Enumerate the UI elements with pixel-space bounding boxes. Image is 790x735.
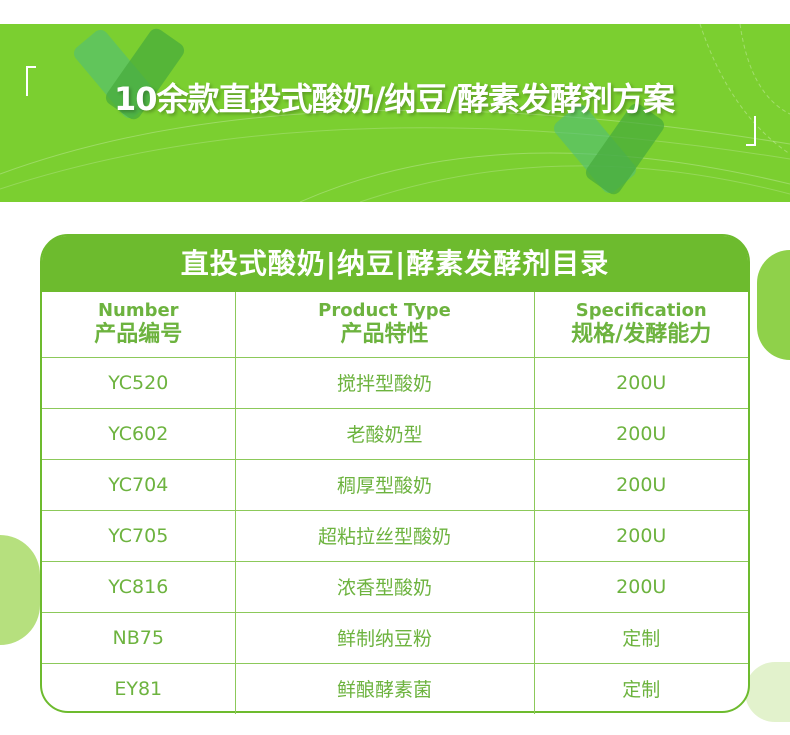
header-row: Number 产品编号 Product Type 产品特性 Specificatio… — [42, 292, 748, 358]
table-row: YC816 浓香型酸奶 200U — [42, 560, 748, 613]
banner-title: 10余款直投式酸奶/纳豆/酵素发酵剂方案 — [114, 80, 675, 118]
cell-number: YC602 — [42, 407, 236, 460]
catalog-title: 直投式酸奶|纳豆|酵素发酵剂目录 — [42, 236, 748, 292]
cell-number: YC705 — [42, 509, 236, 562]
catalog-table: 直投式酸奶|纳豆|酵素发酵剂目录 Number 产品编号 Product Type… — [40, 234, 750, 714]
cell-type: 鲜酿酵素菌 — [234, 662, 535, 714]
decor-circle — [757, 250, 790, 360]
cell-type: 鲜制纳豆粉 — [234, 611, 535, 664]
cell-spec: 200U — [533, 458, 748, 511]
table-row: NB75 鲜制纳豆粉 定制 — [42, 611, 748, 664]
cell-number: YC520 — [42, 357, 236, 409]
cell-type: 超粘拉丝型酸奶 — [234, 509, 535, 562]
cell-number: EY81 — [42, 662, 236, 714]
banner — [0, 24, 790, 202]
cell-spec: 200U — [533, 357, 748, 409]
cell-number: YC704 — [42, 458, 236, 511]
cell-spec: 200U — [533, 407, 748, 460]
cell-spec: 定制 — [533, 611, 748, 664]
table-row: YC704 稠厚型酸奶 200U — [42, 458, 748, 511]
cell-spec: 200U — [533, 560, 748, 613]
table-row: YC705 超粘拉丝型酸奶 200U — [42, 509, 748, 562]
header-cn: 产品编号 — [94, 321, 183, 347]
header-spec: Specification 规格/发酵能力 — [533, 292, 748, 358]
close-bracket — [746, 116, 756, 146]
cell-type: 老酸奶型 — [234, 407, 535, 460]
cell-type: 浓香型酸奶 — [234, 560, 535, 613]
cell-number: YC816 — [42, 560, 236, 613]
header-number: Number 产品编号 — [42, 292, 236, 358]
table-row: YC602 老酸奶型 200U — [42, 407, 748, 460]
header-en: Specification — [575, 300, 707, 322]
decor-circle — [745, 662, 790, 722]
cell-type: 搅拌型酸奶 — [234, 357, 535, 409]
decor-circle — [0, 535, 40, 645]
header-type: Product Type 产品特性 — [234, 292, 535, 358]
header-cn: 规格/发酵能力 — [571, 321, 712, 347]
table-row: EY81 鲜酿酵素菌 定制 — [42, 662, 748, 714]
open-bracket — [26, 66, 36, 96]
cell-type: 稠厚型酸奶 — [234, 458, 535, 511]
cell-spec: 200U — [533, 509, 748, 562]
header-en: Product Type — [318, 300, 451, 322]
header-en: Number — [97, 300, 179, 322]
cell-spec: 定制 — [533, 662, 748, 714]
header-cn: 产品特性 — [340, 321, 429, 347]
table-row: YC520 搅拌型酸奶 200U — [42, 357, 748, 409]
cell-number: NB75 — [42, 611, 236, 664]
